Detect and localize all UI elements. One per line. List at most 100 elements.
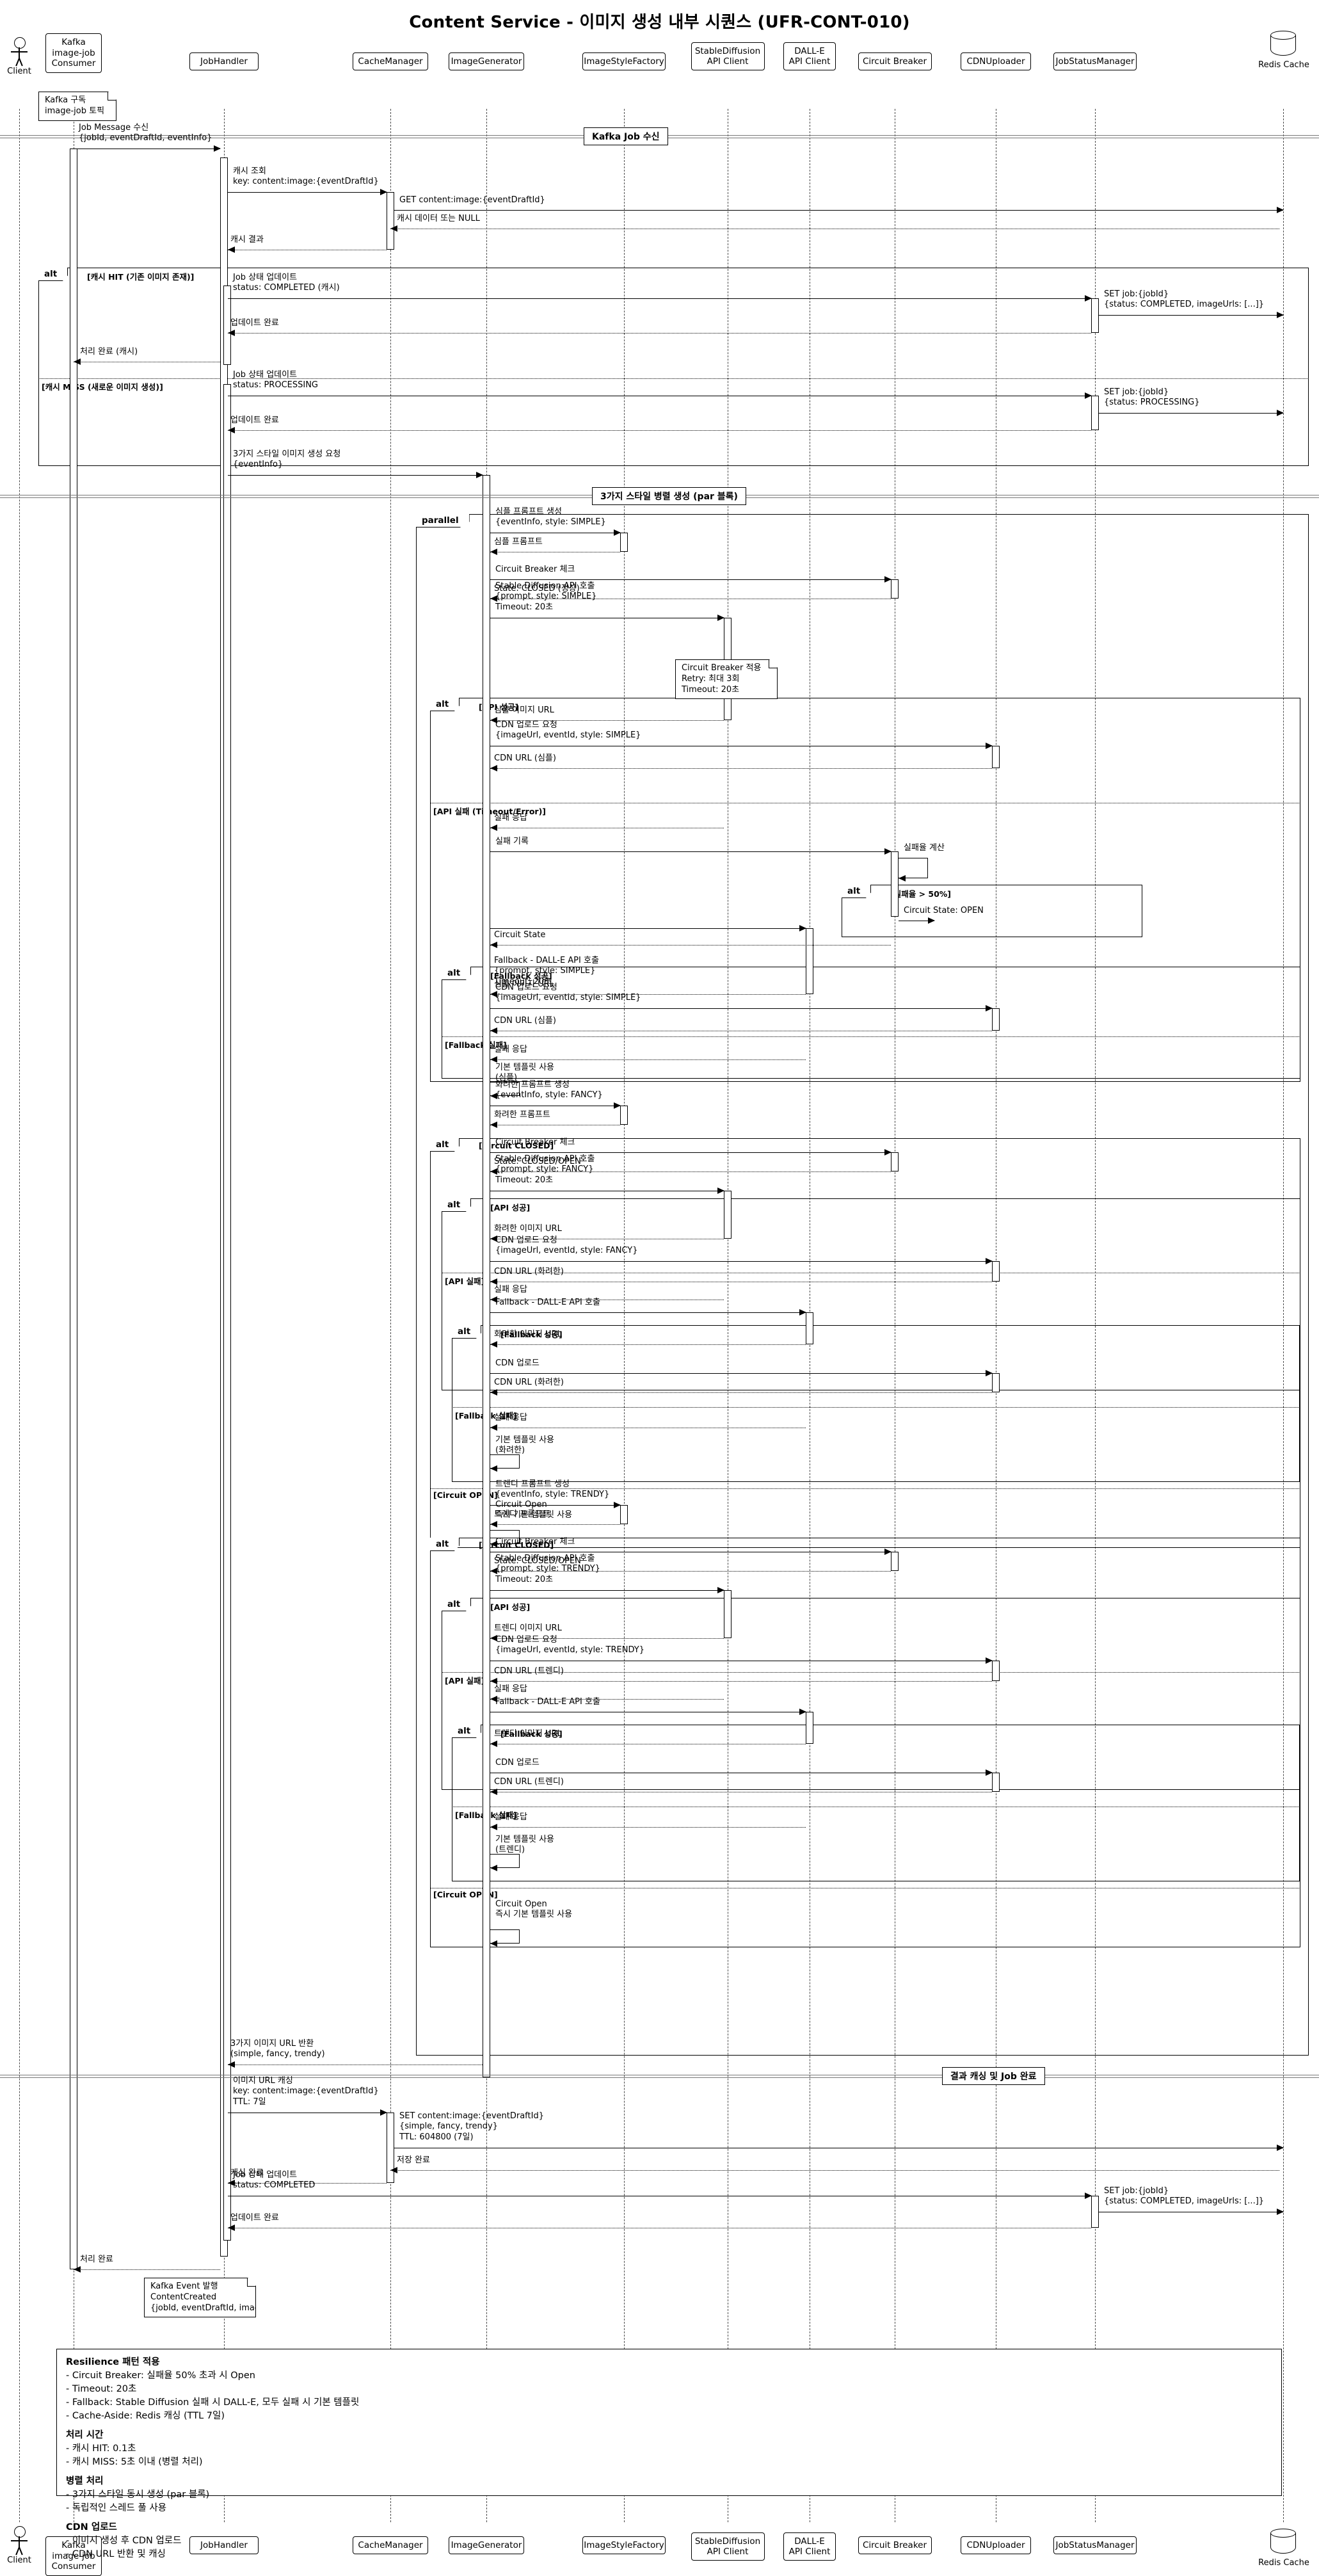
fragment-operator-trendy-api: alt [442,1598,472,1611]
arrowhead-m38 [490,1236,497,1242]
arrowhead-m51 [884,1549,891,1555]
arrowhead-m12 [228,427,235,433]
message-line-m39 [490,1261,992,1262]
message-label-m48: Circuit Open 즉시 기본 템플릿 사용 [495,1500,573,1520]
participant-kafka: Kafka image-job Consumer [45,33,102,73]
participant-imagestylefactory: ImageStyleFactory [582,52,666,70]
selfmsg-m63 [490,1854,520,1868]
participant-kafka-bottom: Kafka image-job Consumer [45,2536,102,2576]
summary-line-2-1: - 독립적인 스레드 풀 사용 [66,2503,167,2514]
activation-cdnuploader-26 [992,1773,1000,1792]
arrowhead-m35 [884,1149,891,1155]
message-label-m21: CDN URL (심플) [494,753,556,763]
fragment-condition-simple-fallback-0: [Fallback 성공] [490,971,552,981]
message-label-m64: Circuit Open 즉시 기본 템플릿 사용 [495,1899,573,1920]
message-label-m43: 화려한 이미지 URL [494,1330,562,1339]
message-label-m67: SET content:image:{eventDraftId} {simple… [399,2111,544,2142]
arrowhead-m41 [490,1296,497,1303]
arrowhead-m1 [214,145,221,152]
arrowhead-m2 [380,189,387,195]
arrowhead-m61 [490,1789,497,1795]
message-label-m73: 처리 완료 [80,2255,113,2264]
arrowhead-m66 [380,2109,387,2116]
message-label-m39: CDN 업로드 요청 {imageUrl, eventId, style: FA… [495,1236,638,1256]
activation-jobhandler-5 [223,384,231,2241]
divider-label-result-caching: 결과 캐싱 및 Job 완료 [942,2067,1045,2085]
arrowhead-m29 [986,1005,993,1011]
summary-spacer-1 [66,2469,1272,2475]
activation-imagestylefactory-8 [620,533,628,552]
message-line-m31 [490,1059,806,1060]
participant-cachemanager-bottom: CacheManager [353,2536,428,2554]
activation-cdnuploader-14 [992,1008,1000,1031]
note-circuit-breaker-applied: Circuit Breaker 적용 Retry: 최대 3회 Timeout:… [675,659,778,699]
fragment-condition-cache-1: [캐시 MISS (새로운 이미지 생성)] [42,382,163,392]
message-line-m45 [490,1392,992,1393]
arrowhead-m58 [799,1709,806,1715]
message-label-m38: 화려한 이미지 URL [494,1224,562,1234]
fragment-operator-fancy-circuit: alt [430,1138,460,1152]
message-label-m63: 기본 템플릿 사용 (트렌디) [495,1835,554,1855]
fragment-fancy-api [442,1198,1300,1390]
arrowhead-m34 [490,1122,497,1128]
arrowhead-m59 [490,1741,497,1747]
message-label-m71: SET job:{jobId} {status: COMPLETED, imag… [1104,2186,1265,2207]
message-label-m51: Circuit Breaker 체크 [495,1537,575,1547]
message-label-m27: Fallback - DALL-E API 호출 {prompt, style:… [494,956,599,986]
summary-heading-3: CDN 업로드 [66,2522,117,2533]
fragment-simple-api [430,698,1300,1082]
fragment-cache [38,268,1309,466]
message-label-m29: CDN 업로드 요청 {imageUrl, eventId, style: SI… [495,983,641,1003]
message-line-m3 [394,210,1283,211]
arrowhead-m28 [490,991,497,997]
divider-label-parallel-styles: 3가지 스타일 병렬 생성 (par 블록) [592,487,746,505]
participant-label: Client [7,67,31,76]
selfmsg-m64 [490,1929,520,1944]
note-fold [247,2278,255,2287]
summary-line-3-0: - 이미지 생성 후 CDN 업로드 [66,2536,182,2547]
message-label-m53: Stable Diffusion API 호출 {prompt, style: … [495,1554,600,1584]
arrowhead-m22 [490,825,497,831]
participant-imagegenerator: ImageGenerator [449,52,524,70]
message-label-m60: CDN 업로드 [495,1758,540,1767]
summary-line-0-3: - Cache-Aside: Redis 캐싱 (TTL 7일) [66,2411,225,2422]
message-line-m73 [74,2269,220,2270]
arrowhead-m50 [490,1521,497,1527]
message-label-m5: 캐시 결과 [230,235,264,245]
message-label-m52: State: CLOSED/OPEN [494,1556,581,1566]
arrowhead-m4 [390,225,397,232]
message-label-m7: SET job:{jobId} {status: COMPLETED, imag… [1104,289,1265,310]
message-label-m23: 실패 기록 [495,837,529,846]
arrowhead-m19 [490,717,497,723]
message-label-m31: 실패 응답 [494,1045,527,1054]
participant-client-bottom: Client [7,2526,31,2565]
message-line-m69 [228,2183,387,2184]
summary-note: Resilience 패턴 적용 - Circuit Breaker: 실패율 5… [56,2349,1282,2559]
activation-circuitbreaker-9 [891,579,899,599]
arrowhead-m55 [986,1657,993,1664]
arrowhead-m54 [490,1635,497,1641]
arrowhead-m43 [490,1341,497,1348]
participant-label: Redis Cache [1258,2558,1309,2568]
summary-line-2-0: - 3가지 스타일 동시 생성 (par 블록) [66,2490,210,2500]
activation-circuitbreaker-12 [891,851,899,917]
message-line-m29 [490,1008,992,1009]
arrowhead-m73 [74,2266,81,2273]
arrowhead-m42 [799,1309,806,1316]
participant-label: Client [7,2556,31,2565]
message-line-m68 [390,2170,1279,2171]
summary-line-0-2: - Fallback: Stable Diffusion 실패 시 DALL-E… [66,2397,360,2408]
arrowhead-m40 [490,1278,497,1285]
participant-label: Redis Cache [1258,60,1309,70]
message-label-m62: 실패 응답 [494,1812,527,1822]
message-label-m30: CDN URL (심플) [494,1016,556,1026]
message-line-m21 [490,768,992,769]
fragment-divider-simple-fallback-1 [442,1036,1300,1037]
arrowhead-m10 [1085,392,1092,399]
activation-imagestylefactory-15 [620,1106,628,1125]
message-label-m41: 실패 응답 [494,1285,527,1294]
arrowhead-m3 [1277,207,1284,213]
participant-stablediffusion-bottom: StableDiffusion API Client [691,2532,765,2561]
message-label-m6: Job 상태 업데이트 status: COMPLETED (캐시) [233,273,340,293]
